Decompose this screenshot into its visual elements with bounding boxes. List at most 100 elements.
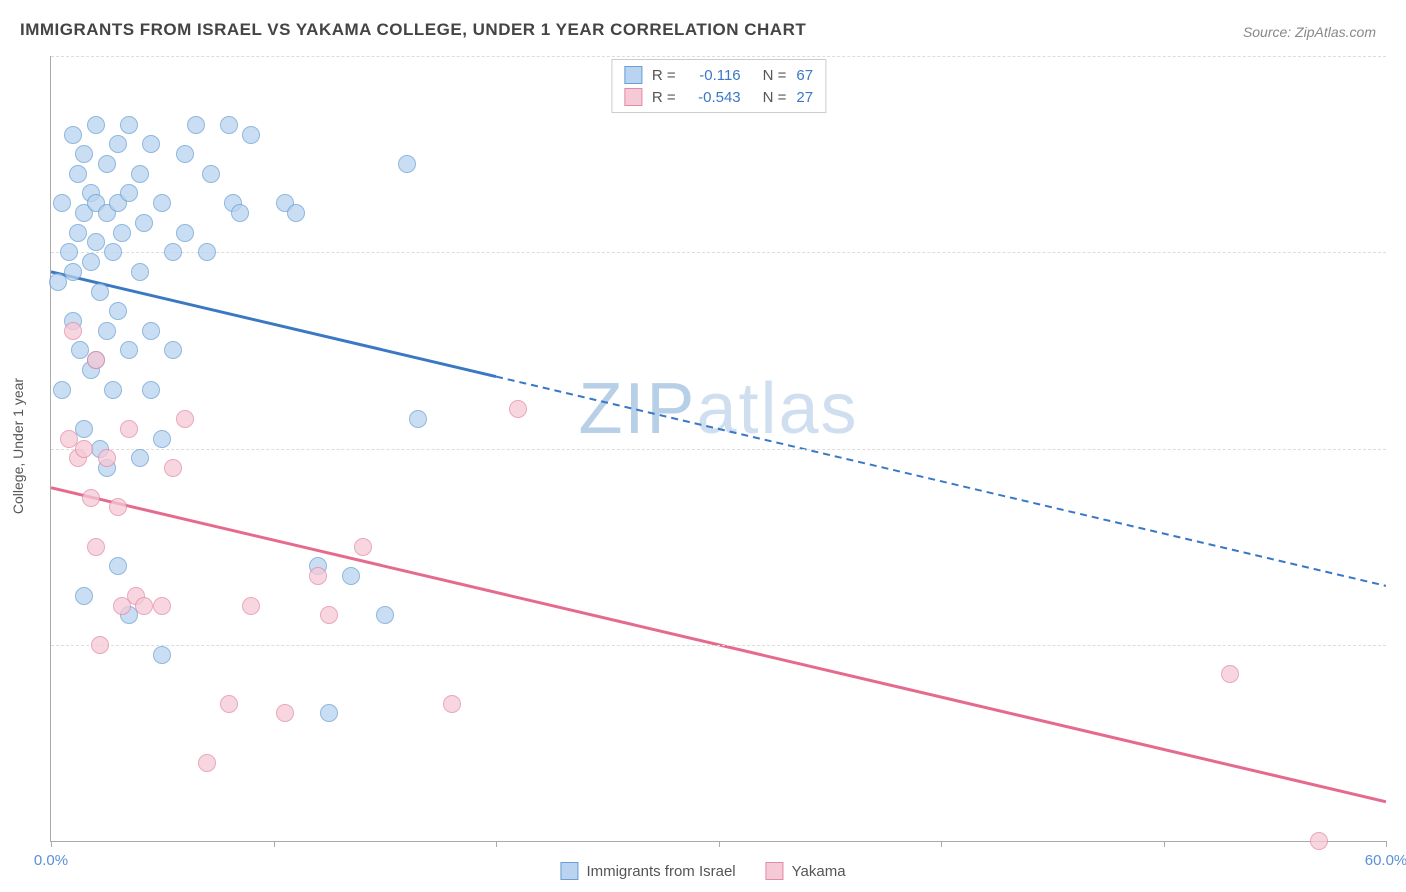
y-axis-label: College, Under 1 year — [10, 378, 26, 514]
scatter-point — [113, 224, 131, 242]
scatter-point — [53, 381, 71, 399]
x-tick — [719, 841, 720, 847]
r-value: -0.116 — [686, 67, 741, 84]
scatter-point — [220, 695, 238, 713]
legend-swatch — [624, 66, 642, 84]
trend-line-solid — [51, 272, 496, 377]
scatter-point — [64, 126, 82, 144]
series-legend-label: Immigrants from Israel — [586, 863, 735, 880]
scatter-point — [176, 145, 194, 163]
scatter-point — [109, 135, 127, 153]
scatter-point — [242, 597, 260, 615]
series-legend-item: Yakama — [766, 862, 846, 880]
scatter-point — [142, 135, 160, 153]
scatter-point — [120, 420, 138, 438]
scatter-point — [287, 204, 305, 222]
y-tick-label: 100.0% — [1396, 48, 1406, 65]
r-value: -0.543 — [686, 89, 741, 106]
series-legend-item: Immigrants from Israel — [560, 862, 735, 880]
x-tick — [1386, 841, 1387, 847]
gridline — [51, 449, 1386, 450]
scatter-point — [176, 410, 194, 428]
scatter-point — [398, 155, 416, 173]
scatter-point — [98, 155, 116, 173]
scatter-point — [64, 263, 82, 281]
scatter-point — [354, 538, 372, 556]
scatter-point — [135, 597, 153, 615]
scatter-point — [276, 704, 294, 722]
scatter-point — [242, 126, 260, 144]
scatter-point — [153, 597, 171, 615]
scatter-point — [53, 194, 71, 212]
scatter-point — [176, 224, 194, 242]
n-label: N = — [763, 89, 787, 106]
scatter-point — [131, 449, 149, 467]
scatter-point — [320, 704, 338, 722]
scatter-point — [202, 165, 220, 183]
scatter-point — [164, 459, 182, 477]
source-attribution: Source: ZipAtlas.com — [1243, 24, 1376, 40]
series-legend-label: Yakama — [792, 863, 846, 880]
trend-line-dashed — [496, 377, 1386, 586]
n-value: 27 — [796, 89, 813, 106]
legend-swatch — [560, 862, 578, 880]
series-legend: Immigrants from Israel Yakama — [560, 862, 845, 880]
scatter-point — [98, 322, 116, 340]
chart-title: IMMIGRANTS FROM ISRAEL VS YAKAMA COLLEGE… — [20, 20, 806, 40]
scatter-point — [87, 538, 105, 556]
scatter-point — [164, 243, 182, 261]
scatter-point — [198, 754, 216, 772]
scatter-point — [231, 204, 249, 222]
scatter-point — [198, 243, 216, 261]
scatter-point — [104, 381, 122, 399]
x-tick-label: 60.0% — [1365, 852, 1406, 869]
scatter-point — [91, 636, 109, 654]
gridline — [51, 645, 1386, 646]
scatter-point — [342, 567, 360, 585]
scatter-point — [509, 400, 527, 418]
scatter-point — [135, 214, 153, 232]
scatter-point — [1310, 832, 1328, 850]
scatter-point — [109, 302, 127, 320]
scatter-point — [104, 243, 122, 261]
scatter-point — [69, 224, 87, 242]
scatter-point — [75, 440, 93, 458]
legend-swatch — [624, 88, 642, 106]
scatter-point — [120, 341, 138, 359]
n-label: N = — [763, 67, 787, 84]
scatter-point — [1221, 665, 1239, 683]
x-tick — [496, 841, 497, 847]
x-tick — [1164, 841, 1165, 847]
scatter-point — [87, 233, 105, 251]
scatter-point — [64, 322, 82, 340]
scatter-point — [409, 410, 427, 428]
scatter-point — [120, 116, 138, 134]
scatter-point — [164, 341, 182, 359]
scatter-point — [87, 116, 105, 134]
scatter-point — [131, 165, 149, 183]
x-tick-label: 0.0% — [34, 852, 68, 869]
x-tick — [51, 841, 52, 847]
scatter-point — [320, 606, 338, 624]
chart-plot-area: ZIPatlas R =-0.116N =67R =-0.543N =27 40… — [50, 56, 1386, 842]
gridline — [51, 56, 1386, 57]
gridline — [51, 252, 1386, 253]
scatter-point — [153, 194, 171, 212]
scatter-point — [131, 263, 149, 281]
scatter-point — [75, 145, 93, 163]
y-tick-label: 80.0% — [1396, 244, 1406, 261]
scatter-point — [75, 587, 93, 605]
scatter-point — [75, 420, 93, 438]
correlation-legend-row: R =-0.116N =67 — [624, 64, 813, 86]
scatter-point — [142, 322, 160, 340]
scatter-point — [220, 116, 238, 134]
scatter-point — [82, 489, 100, 507]
scatter-point — [376, 606, 394, 624]
scatter-point — [91, 283, 109, 301]
watermark: ZIPatlas — [578, 368, 858, 450]
scatter-point — [187, 116, 205, 134]
scatter-point — [153, 430, 171, 448]
r-label: R = — [652, 67, 676, 84]
correlation-legend-row: R =-0.543N =27 — [624, 86, 813, 108]
scatter-point — [142, 381, 160, 399]
